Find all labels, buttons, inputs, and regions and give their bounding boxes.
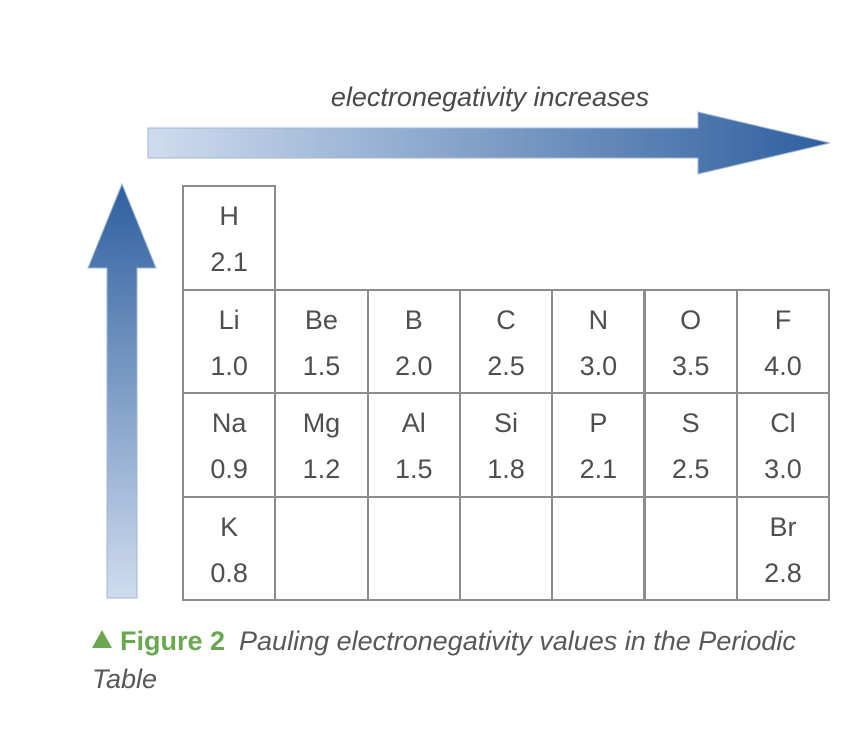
horizontal-arrow (147, 111, 831, 175)
electronegativity-value: 2.8 (764, 557, 802, 588)
electronegativity-value: 2.5 (671, 454, 710, 484)
element-cell: Br 2.8 (735, 495, 831, 601)
element-symbol: H (219, 201, 239, 231)
electronegativity-value: 2.5 (487, 350, 525, 381)
electronegativity-value: 2.1 (579, 454, 618, 484)
electronegativity-value: 0.8 (210, 557, 248, 588)
element-symbol: Mg (302, 408, 341, 438)
element-symbol: S (681, 408, 700, 438)
element-cell: H 2.1 (182, 185, 277, 291)
element-cell: Si 1.8 (458, 392, 554, 498)
element-cell: Al 1.5 (366, 392, 461, 498)
element-symbol: P (589, 408, 608, 438)
element-cell: N 3.0 (551, 288, 646, 394)
element-cell: S 2.5 (643, 392, 738, 498)
element-cell: C 2.5 (458, 288, 554, 394)
figure-caption: Figure 2 Pauling electronegativity values… (92, 622, 832, 698)
electronegativity-value: 1.5 (394, 454, 433, 484)
element-cell: Na 0.9 (182, 392, 277, 498)
electronegativity-value: 1.5 (302, 350, 341, 381)
electronegativity-value: 3.0 (764, 454, 802, 484)
element-cell: Mg 1.2 (274, 392, 369, 498)
electronegativity-value: 3.0 (579, 350, 618, 381)
element-symbol: Br (769, 511, 797, 542)
electronegativity-value: 2.0 (394, 350, 433, 381)
element-cell: O 3.5 (643, 288, 738, 394)
element-cell: Be 1.5 (274, 288, 369, 394)
figure-label: Figure 2 (120, 626, 226, 656)
horizontal-arrow-label: electronegativity increases (330, 82, 650, 112)
element-symbol: Cl (770, 408, 796, 438)
element-symbol: Si (494, 408, 519, 438)
element-cell (458, 495, 554, 601)
element-symbol: F (774, 304, 792, 335)
element-cell (274, 495, 369, 601)
element-cell: B 2.0 (366, 288, 461, 394)
element-symbol: Na (211, 408, 247, 438)
element-symbol: B (404, 304, 423, 335)
element-symbol: K (220, 511, 239, 542)
element-symbol: N (588, 304, 609, 335)
element-cell: F 4.0 (735, 288, 831, 394)
element-symbol: Al (401, 408, 426, 438)
element-cell (551, 495, 646, 601)
element-symbol: O (680, 304, 702, 335)
electronegativity-value: 1.8 (487, 454, 525, 484)
element-cell (643, 495, 738, 601)
triangle-marker-icon (92, 630, 112, 648)
electronegativity-value: 3.5 (671, 350, 710, 381)
vertical-arrow (87, 182, 157, 599)
figure-caption-text: Pauling electronegativity values in the … (92, 626, 796, 694)
element-cell: P 2.1 (551, 392, 646, 498)
electronegativity-value: 2.1 (210, 247, 248, 277)
electronegativity-value: 4.0 (764, 350, 802, 381)
element-symbol: C (496, 304, 516, 335)
element-cell: Li 1.0 (182, 288, 277, 394)
element-symbol: Li (218, 304, 240, 335)
electronegativity-value: 0.9 (210, 454, 248, 484)
electronegativity-value: 1.0 (210, 350, 248, 381)
element-cell: K 0.8 (182, 495, 277, 601)
electronegativity-value: 1.2 (302, 454, 341, 484)
element-cell (366, 495, 461, 601)
element-cell: Cl 3.0 (735, 392, 831, 498)
element-symbol: Be (304, 304, 338, 335)
